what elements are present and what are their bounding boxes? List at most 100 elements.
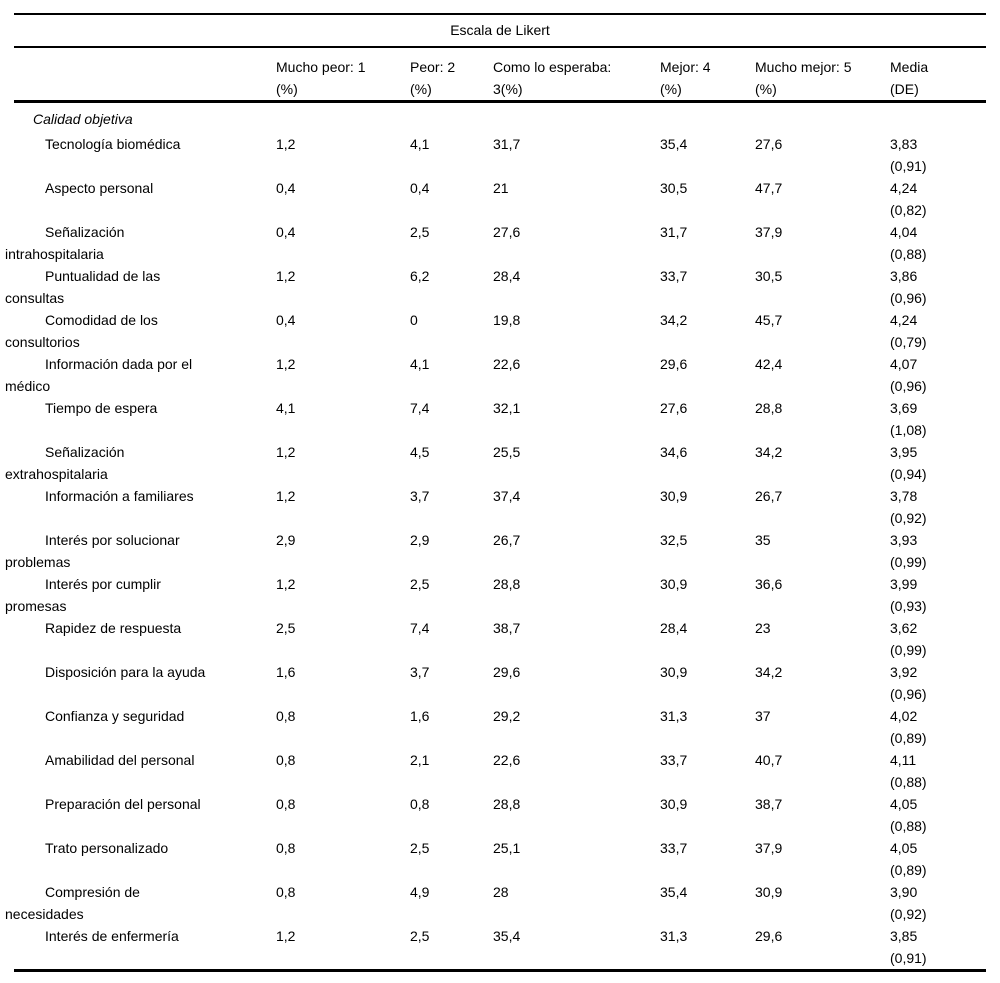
media-value: 4,04 (890, 224, 918, 240)
row-label: Puntualidad de las consultas (5, 268, 161, 306)
column-header-line1: Como lo esperaba: (493, 59, 612, 75)
media-value: 4,05 (890, 796, 918, 812)
media-de: (1,08) (890, 422, 927, 438)
media-cell: 3,92 (0,96) (890, 661, 985, 705)
value-cell: 0,4 (410, 180, 430, 196)
header-empty-cell (5, 56, 276, 100)
media-cell: 3,78 (0,92) (890, 485, 985, 529)
value-cell: 28,4 (660, 620, 688, 636)
media-cell: 4,07 (0,96) (890, 353, 985, 397)
table-row: Interés por solucionar problemas 2,9 2,9 26… (0, 529, 1000, 573)
value-cell: 3,7 (410, 488, 430, 504)
value-cell: 25,1 (493, 840, 521, 856)
value-cell: 47,7 (755, 180, 783, 196)
table-title: Escala de Likert (450, 21, 550, 38)
media-de: (0,89) (890, 730, 927, 746)
media-value: 3,78 (890, 488, 918, 504)
value-cell: 30,9 (755, 884, 783, 900)
media-de: (0,99) (890, 642, 927, 658)
value-cell: 0,8 (276, 884, 296, 900)
value-cell: 34,2 (660, 312, 688, 328)
title-divider-rule (14, 45, 986, 48)
column-header-line1: Mejor: 4 (660, 59, 711, 75)
value-cell: 4,5 (410, 444, 430, 460)
table-row: Tiempo de espera 4,1 7,4 32,1 27,6 28,8 3,69 (1… (0, 397, 1000, 441)
value-cell: 4,1 (276, 400, 296, 416)
value-cell: 27,6 (755, 136, 783, 152)
table-row: Trato personalizado 0,8 2,5 25,1 33,7 37,9 4,0… (0, 837, 1000, 881)
value-cell: 0 (410, 312, 418, 328)
value-cell: 33,7 (660, 752, 688, 768)
value-cell: 34,6 (660, 444, 688, 460)
media-cell: 3,93 (0,99) (890, 529, 985, 573)
media-cell: 4,04 (0,88) (890, 221, 985, 265)
media-value: 3,99 (890, 576, 918, 592)
value-cell: 0,4 (276, 312, 296, 328)
value-cell: 45,7 (755, 312, 783, 328)
value-cell: 7,4 (410, 620, 430, 636)
media-value: 3,93 (890, 532, 918, 548)
value-cell: 2,1 (410, 752, 430, 768)
value-cell: 37 (755, 708, 771, 724)
row-label: Comodidad de los consultorios (5, 312, 158, 350)
value-cell: 31,3 (660, 928, 688, 944)
value-cell: 31,3 (660, 708, 688, 724)
media-value: 4,05 (890, 840, 918, 856)
table-row: Disposición para la ayuda 1,6 3,7 29,6 30,9 3… (0, 661, 1000, 705)
media-value: 3,85 (890, 928, 918, 944)
row-label: Interés por cumplir promesas (5, 576, 161, 614)
value-cell: 19,8 (493, 312, 521, 328)
media-de: (0,93) (890, 598, 927, 614)
media-de: (0,88) (890, 774, 927, 790)
value-cell: 29,6 (660, 356, 688, 372)
value-cell: 6,2 (410, 268, 430, 284)
column-header-line1: Media (890, 59, 929, 75)
value-cell: 2,5 (410, 224, 430, 240)
value-cell: 22,6 (493, 356, 521, 372)
value-cell: 1,2 (276, 576, 296, 592)
row-label: Disposición para la ayuda (45, 664, 206, 680)
value-cell: 2,5 (410, 840, 430, 856)
value-cell: 2,9 (276, 532, 296, 548)
value-cell: 30,9 (660, 664, 688, 680)
value-cell: 4,9 (410, 884, 430, 900)
value-cell: 1,2 (276, 268, 296, 284)
column-header-line1: Peor: 2 (410, 59, 456, 75)
row-label: Información a familiares (45, 488, 194, 504)
value-cell: 0,4 (276, 180, 296, 196)
value-cell: 2,5 (276, 620, 296, 636)
column-header-media: Media (DE) (890, 56, 985, 100)
column-header-line1: Mucho peor: 1 (276, 59, 366, 75)
media-value: 3,69 (890, 400, 918, 416)
media-de: (0,91) (890, 158, 927, 174)
row-label: Señalización extrahospitalaria (5, 444, 125, 482)
media-value: 3,95 (890, 444, 918, 460)
column-header-line2: (%) (755, 81, 777, 97)
table-row: Información a familiares 1,2 3,7 37,4 30,9 26… (0, 485, 1000, 529)
value-cell: 30,9 (660, 796, 688, 812)
value-cell: 29,2 (493, 708, 521, 724)
value-cell: 0,4 (276, 224, 296, 240)
section-header: Calidad objetiva (33, 111, 133, 127)
media-de: (0,99) (890, 554, 927, 570)
value-cell: 0,8 (276, 752, 296, 768)
table-row: Tecnología biomédica 1,2 4,1 31,7 35,4 27,6 3,… (0, 133, 1000, 177)
value-cell: 35,4 (660, 884, 688, 900)
value-cell: 31,7 (660, 224, 688, 240)
value-cell: 38,7 (755, 796, 783, 812)
value-cell: 1,2 (276, 356, 296, 372)
row-label: Señalización intrahospitalaria (5, 224, 125, 262)
value-cell: 4,1 (410, 356, 430, 372)
value-cell: 0,8 (410, 796, 430, 812)
value-cell: 29,6 (755, 928, 783, 944)
value-cell: 35 (755, 532, 771, 548)
value-cell: 0,8 (276, 708, 296, 724)
table-row: Rapidez de respuesta 2,5 7,4 38,7 28,4 23 3,62… (0, 617, 1000, 661)
value-cell: 33,7 (660, 268, 688, 284)
value-cell: 37,4 (493, 488, 521, 504)
value-cell: 23 (755, 620, 771, 636)
value-cell: 1,2 (276, 136, 296, 152)
table-row: Señalización extrahospitalaria 1,2 4,5 25,5… (0, 441, 1000, 485)
value-cell: 0,8 (276, 840, 296, 856)
media-value: 3,83 (890, 136, 918, 152)
